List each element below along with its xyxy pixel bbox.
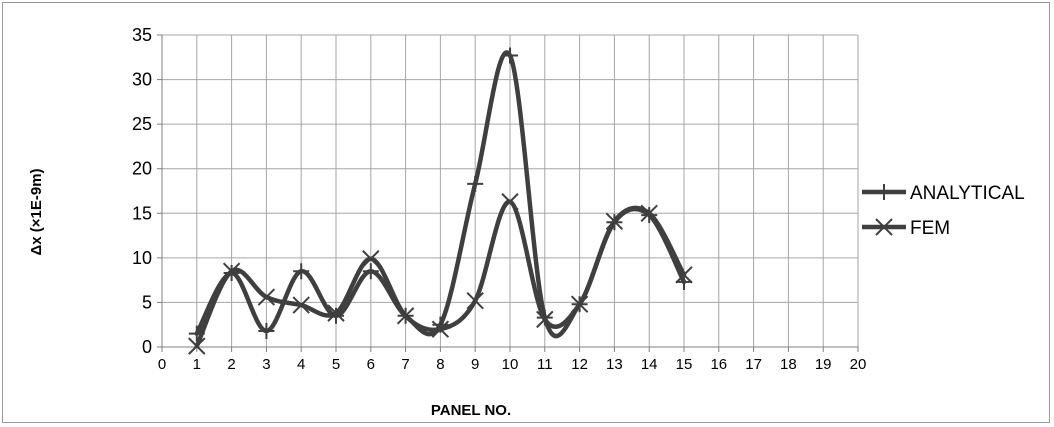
fem-marker-b [536,310,554,329]
analytical-point [223,265,240,282]
y-axis-title: Δx (×1E-9m) [28,168,45,255]
x-tick-label: 10 [502,356,519,373]
axes [157,34,859,352]
y-tick-labels: 0 5 10 15 20 25 30 35 [132,25,152,357]
x-tick-label: 20 [850,356,867,373]
x-tick-label: 9 [471,356,479,373]
fem-marker-b [257,288,276,306]
fem-point [396,307,415,325]
fem-point [362,250,380,268]
x-tick-label: 16 [710,356,727,373]
fem-marker-b [431,320,450,338]
fem-marker-b [466,291,484,310]
fem-point [292,296,310,314]
fem-marker-b [675,266,693,284]
x-tick-label: 19 [815,356,832,373]
analytical-point [502,47,518,64]
fem-point [327,304,345,322]
analytical-point [258,322,275,339]
fem-point [466,291,484,310]
x-tick-label: 4 [297,356,305,373]
x-tick-label: 0 [158,356,166,373]
fem-marker-b [222,262,241,280]
fem-marker-b [640,204,658,222]
x-tick-label: 15 [676,356,693,373]
fem-marker-b [188,337,206,355]
fem-point [222,262,241,280]
fem-point [257,288,276,306]
x-tick-label: 2 [227,356,235,373]
x-tick-label: 12 [571,356,588,373]
legend-marker-fem-b [875,218,893,236]
x-tick-label: 5 [332,356,340,373]
y-tick-label: 20 [132,159,152,179]
fem-marker-b [605,212,624,231]
fem-marker-b [396,307,415,325]
x-tick-label: 18 [780,356,797,373]
fem-marker-b [362,250,380,268]
fem-point [188,337,206,355]
x-tick-label: 6 [367,356,375,373]
x-tick-label: 13 [606,356,623,373]
x-tick-label: 7 [401,356,409,373]
x-tick-label: 17 [745,356,762,373]
grid-lines [161,34,859,348]
analytical-point [188,325,205,342]
y-tick-label: 5 [142,292,152,312]
series-lines [194,50,687,349]
x-tick-labels: 0 1 2 3 4 5 6 7 8 9 10 11 12 13 14 15 16 17 18 19 20 [158,356,867,373]
legend-item-fem: FEM [862,218,950,239]
fem-marker-b [501,192,519,211]
fem-marker-b [292,296,310,314]
x-axis-title: PANEL NO. [431,402,511,419]
y-tick-label: 0 [142,337,152,357]
y-tick-label: 25 [132,114,152,134]
y-tick-label: 35 [132,25,152,45]
y-tick-label: 30 [132,70,152,90]
legend: ANALYTICAL FEM [862,183,1025,239]
fem-marker-b [570,295,589,313]
fem-marker-b [327,304,345,322]
analytical-point [362,263,379,280]
x-tick-label: 8 [436,356,444,373]
fem-point [536,310,554,329]
x-tick-label: 3 [262,356,270,373]
analytical-point [293,263,310,280]
fem-line [194,199,687,349]
legend-item-analytical: ANALYTICAL [862,183,1025,204]
x-tick-label: 14 [641,356,658,373]
analytical-point [328,307,344,324]
fem-point [570,295,589,313]
analytical-point [536,309,553,326]
analytical-point [641,207,658,224]
analytical-point [676,273,692,290]
fem-point [605,212,624,231]
fem-point [501,192,519,211]
fem-point [675,266,693,284]
x-tick-label: 1 [193,356,201,373]
fem-point [431,320,450,338]
legend-label-fem: FEM [910,218,950,239]
y-tick-label: 15 [132,203,152,223]
analytical-point [467,175,484,192]
series-markers [188,47,693,355]
fem-point [640,204,658,222]
x-tick-label: 11 [537,356,553,373]
y-tick-label: 10 [132,248,152,268]
legend-label-analytical: ANALYTICAL [910,183,1025,204]
